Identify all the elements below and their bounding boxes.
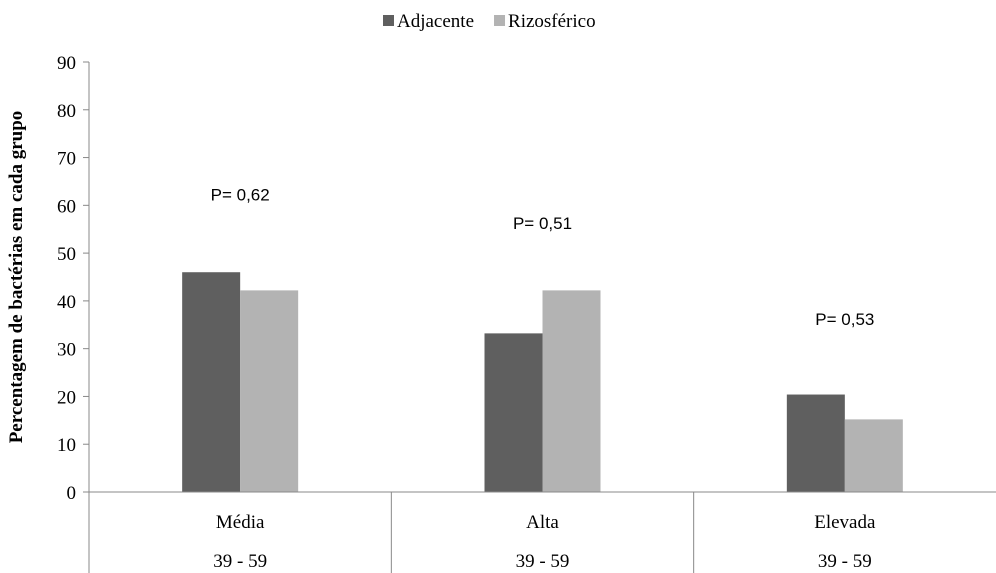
y-tick-label: 0 [67,483,77,504]
bar-rizosférico [240,290,299,492]
x-axis: Média 39 - 59 Alta 39 - 59 Elevada 39 - 59 [89,491,996,573]
bar-rizosférico [542,290,601,492]
y-tick-label: 50 [57,244,76,265]
legend-label: Adjacente [397,11,474,32]
y-tick-label: 20 [57,387,76,408]
y-tick-label: 70 [57,149,76,170]
annotations: P= 0,62 P= 0,51 P= 0,53 [211,186,875,329]
legend-swatch [383,15,394,26]
x-category-sublabel: 39 - 59 [516,551,570,572]
legend: Adjacente Rizosférico [383,11,596,32]
legend-label: Rizosférico [508,11,596,32]
bar-adjacente [786,394,845,492]
y-tick-label: 60 [57,196,76,217]
x-category-label: Alta [526,512,559,533]
x-category-label: Média [216,512,265,533]
bar-adjacente [484,333,543,492]
legend-swatch [494,15,506,26]
y-tick-label: 40 [57,292,76,313]
x-category-sublabel: 39 - 59 [818,551,872,572]
p-value-annotation: P= 0,53 [815,310,874,329]
x-category-sublabel: 39 - 59 [213,551,267,572]
bar-adjacente [182,272,241,492]
bar-rizosférico [844,419,903,492]
p-value-annotation: P= 0,62 [211,186,270,205]
y-axis-label: Percentagem de bactérias em cada grupo [6,111,27,444]
p-value-annotation: P= 0,51 [513,214,572,233]
y-tick-label: 10 [57,435,76,456]
y-tick-label: 90 [57,53,76,74]
bars [182,272,903,492]
y-tick-label: 80 [57,101,76,122]
y-tick-label: 30 [57,340,76,361]
x-category-label: Elevada [814,512,876,533]
y-axis: 0 10 20 30 40 50 60 70 80 90 [57,53,90,573]
